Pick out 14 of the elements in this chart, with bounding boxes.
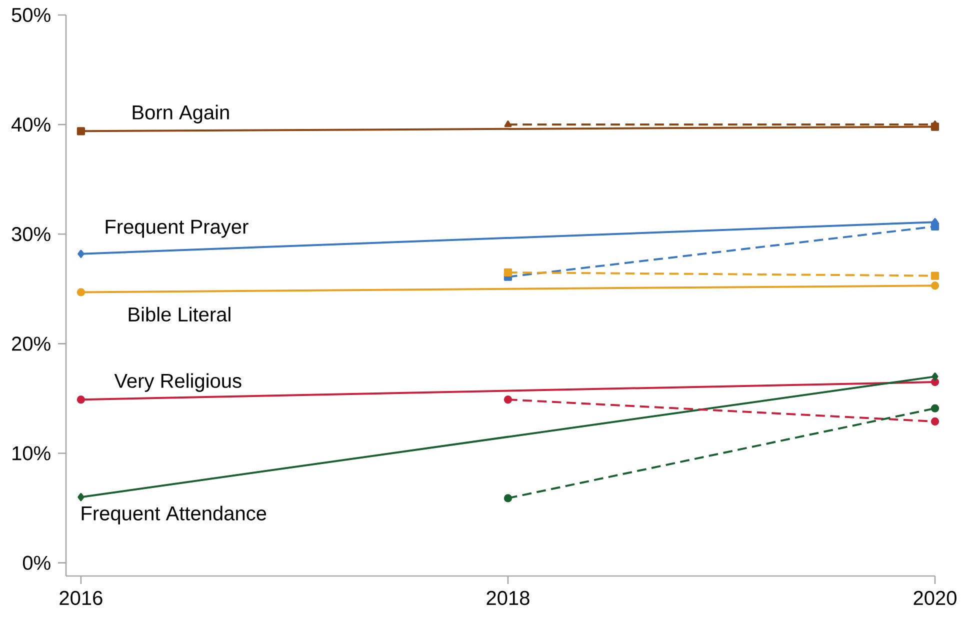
y-tick-label: 0%	[22, 556, 50, 570]
x-tick-label: 2016	[60, 590, 102, 606]
y-tick-label: 50%	[12, 8, 50, 22]
y-tick-label: 10%	[12, 446, 50, 460]
x-tick-label: 2018	[486, 590, 530, 606]
y-tick-label: 40%	[12, 117, 50, 132]
series-label: Frequent Attendance	[82, 506, 266, 524]
series-label: Very Religious	[114, 373, 242, 392]
series-label: Bible Literal	[128, 306, 230, 322]
y-tick-label: 20%	[12, 336, 50, 351]
y-tick-label: 30%	[12, 227, 50, 242]
series-label: Born Again	[132, 104, 229, 124]
x-tick-label: 2020	[914, 590, 956, 606]
series-label: Frequent Prayer	[106, 220, 248, 238]
